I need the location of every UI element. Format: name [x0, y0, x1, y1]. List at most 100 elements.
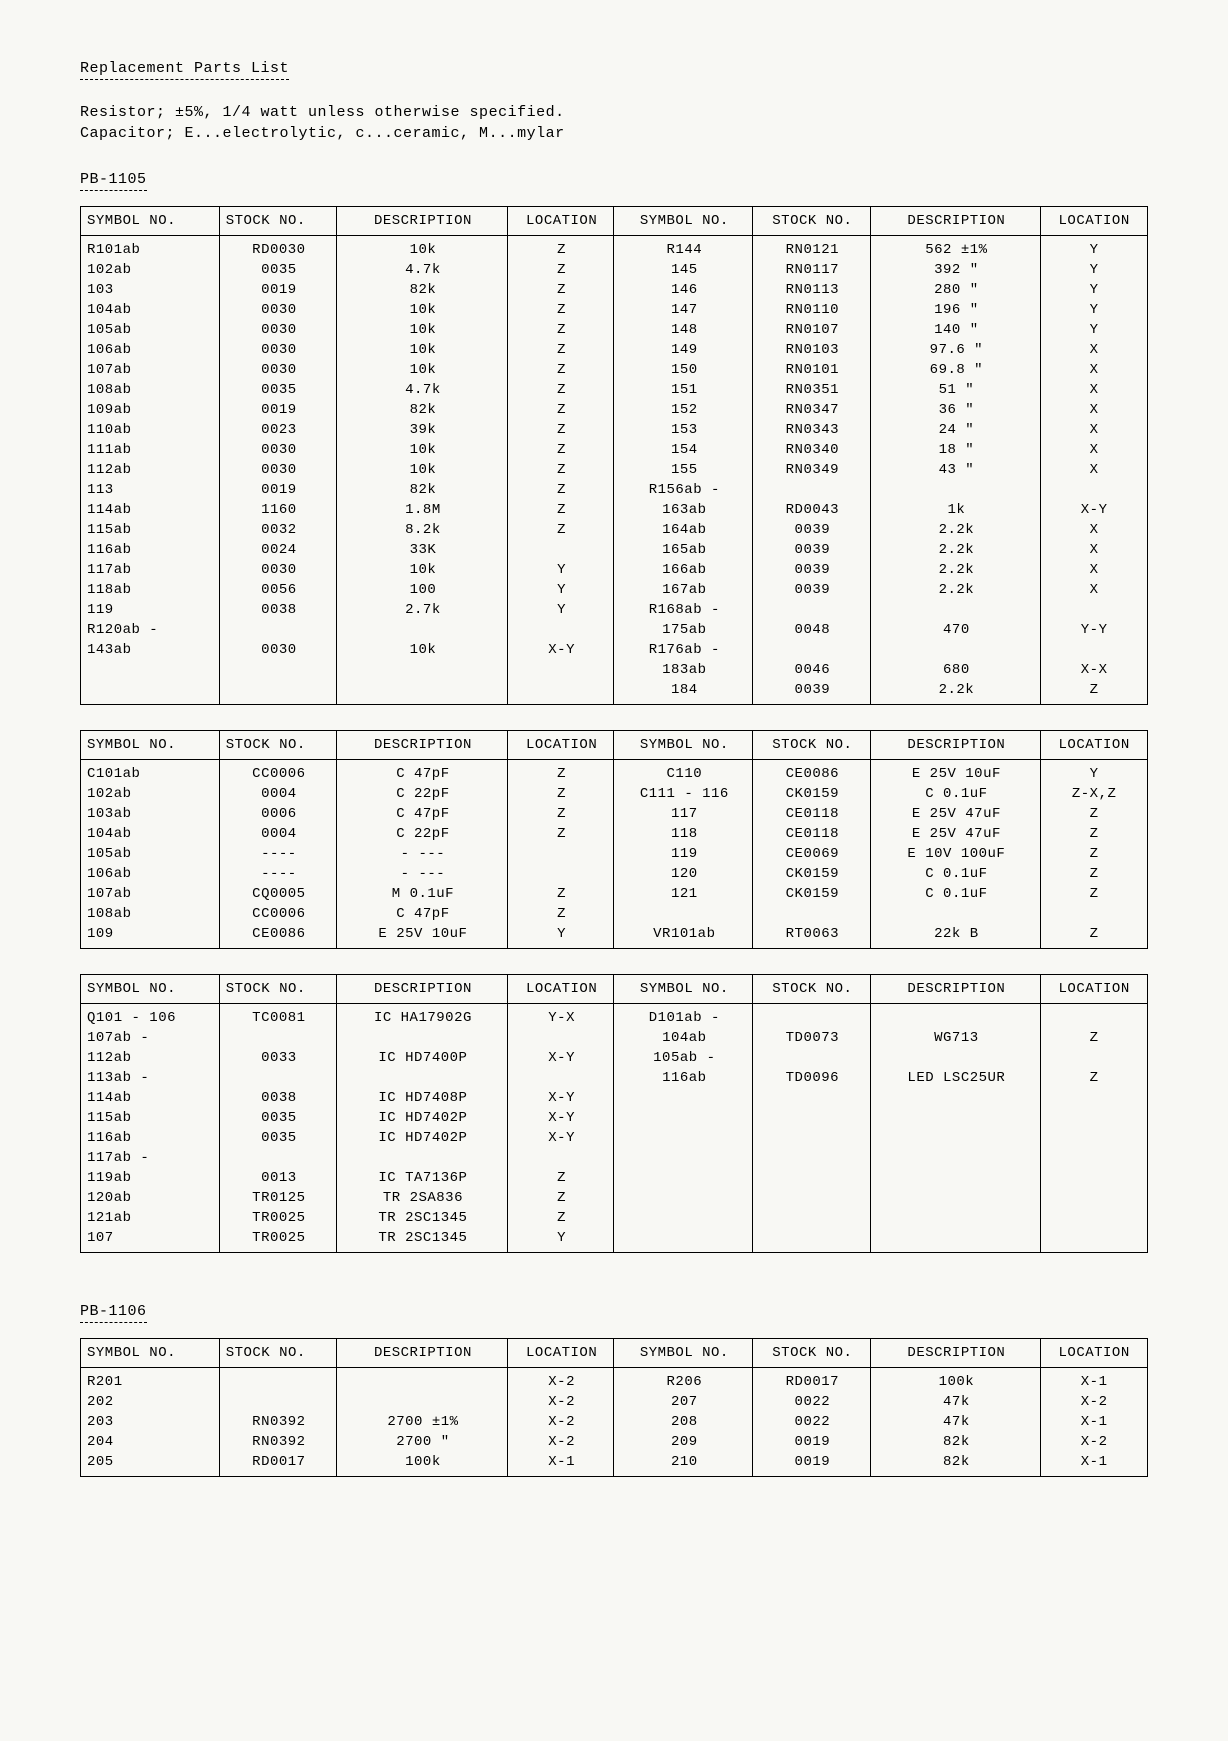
cell-desc: IC TA7136P — [337, 1168, 508, 1188]
cell-symbol — [614, 1108, 753, 1128]
cell-loc: Z — [507, 380, 614, 400]
cell-desc: C 0.1uF — [870, 864, 1041, 884]
table-row: C101abCC0006C 47pFZC110CE0086E 25V 10uFY — [81, 760, 1148, 785]
cell-loc: X-1 — [1041, 1412, 1148, 1432]
table-row: 202X-2207002247kX-2 — [81, 1392, 1148, 1412]
col-desc: DESCRIPTION — [337, 975, 508, 1004]
table-row: 107ab003010kZ150RN010169.8 "X — [81, 360, 1148, 380]
cell-loc: Y-X — [507, 1004, 614, 1029]
cell-desc: 4.7k — [337, 380, 508, 400]
cell-loc: Z — [507, 824, 614, 844]
cell-desc: C 47pF — [337, 904, 508, 924]
cell-loc: Z — [507, 260, 614, 280]
col-stock: STOCK NO. — [753, 975, 870, 1004]
cell-symbol — [614, 1188, 753, 1208]
table-row: 121abTR0025TR 2SC1345Z — [81, 1208, 1148, 1228]
cell-loc: X — [1041, 580, 1148, 600]
cell-stock: CE0086 — [219, 924, 336, 949]
cell-loc: X — [1041, 380, 1148, 400]
cell-stock: 0030 — [219, 460, 336, 480]
cell-desc: TR 2SC1345 — [337, 1228, 508, 1253]
cell-loc: Z — [507, 500, 614, 520]
cell-loc: Z — [507, 904, 614, 924]
cell-stock: RN0343 — [753, 420, 870, 440]
cell-desc: - --- — [337, 844, 508, 864]
cell-desc: 2.2k — [870, 560, 1041, 580]
cell-stock — [219, 660, 336, 680]
table-row: 117ab003010kY166ab00392.2kX — [81, 560, 1148, 580]
col-desc: DESCRIPTION — [337, 207, 508, 236]
cell-loc: Z — [507, 280, 614, 300]
cell-stock: 0006 — [219, 804, 336, 824]
col-symbol: SYMBOL NO. — [81, 975, 220, 1004]
cell-symbol: 111ab — [81, 440, 220, 460]
cell-stock: 0030 — [219, 640, 336, 660]
cell-stock: 0030 — [219, 360, 336, 380]
col-symbol: SYMBOL NO. — [614, 207, 753, 236]
cell-desc: E 25V 47uF — [870, 824, 1041, 844]
cell-desc: 100 — [337, 580, 508, 600]
cell-desc: 24 " — [870, 420, 1041, 440]
cell-desc — [870, 480, 1041, 500]
cell-loc — [1041, 1168, 1148, 1188]
col-loc: LOCATION — [507, 975, 614, 1004]
cell-loc: Y — [507, 1228, 614, 1253]
cell-symbol: C101ab — [81, 760, 220, 785]
cell-symbol: D101ab - — [614, 1004, 753, 1029]
cell-loc: X-X — [1041, 660, 1148, 680]
table-row: 103ab0006C 47pFZ117CE0118E 25V 47uFZ — [81, 804, 1148, 824]
cell-desc: 140 " — [870, 320, 1041, 340]
cell-desc — [870, 1128, 1041, 1148]
table-row: R101abRD003010kZR144RN0121562 ±1%Y — [81, 236, 1148, 261]
cell-symbol: 119ab — [81, 1168, 220, 1188]
cell-stock: RN0103 — [753, 340, 870, 360]
cell-stock: 0013 — [219, 1168, 336, 1188]
cell-stock — [219, 1392, 336, 1412]
cell-loc: Z — [1041, 924, 1148, 949]
cell-loc: Y-Y — [1041, 620, 1148, 640]
table-row: R201X-2R206RD0017100kX-1 — [81, 1368, 1148, 1393]
cell-loc: X — [1041, 400, 1148, 420]
cell-loc — [1041, 1228, 1148, 1253]
cell-symbol — [614, 1168, 753, 1188]
cell-stock: ---- — [219, 864, 336, 884]
cell-symbol: Q101 - 106 — [81, 1004, 220, 1029]
page-title: Replacement Parts List — [80, 60, 289, 80]
cell-symbol: 117ab - — [81, 1148, 220, 1168]
cell-stock: RN0349 — [753, 460, 870, 480]
cell-stock: CC0006 — [219, 760, 336, 785]
cell-stock: 0035 — [219, 380, 336, 400]
cell-desc: 1.8M — [337, 500, 508, 520]
cell-loc — [507, 1028, 614, 1048]
cell-symbol: 108ab — [81, 380, 220, 400]
cell-loc: X — [1041, 420, 1148, 440]
cell-symbol: 118ab — [81, 580, 220, 600]
cell-desc: 82k — [870, 1432, 1041, 1452]
cell-symbol: 165ab — [614, 540, 753, 560]
cell-desc: 69.8 " — [870, 360, 1041, 380]
table-row: 110ab002339kZ153RN034324 "X — [81, 420, 1148, 440]
cell-desc — [870, 1004, 1041, 1029]
cell-loc: Z — [507, 440, 614, 460]
cell-stock: RN0101 — [753, 360, 870, 380]
cell-loc — [507, 620, 614, 640]
cell-loc: X-1 — [1041, 1452, 1148, 1477]
table-row: 114ab0038IC HD7408PX-Y — [81, 1088, 1148, 1108]
col-desc: DESCRIPTION — [337, 1339, 508, 1368]
cell-symbol: 147 — [614, 300, 753, 320]
col-symbol: SYMBOL NO. — [614, 1339, 753, 1368]
cell-symbol: 115ab — [81, 1108, 220, 1128]
cell-desc: TR 2SC1345 — [337, 1208, 508, 1228]
cell-loc: Z — [1041, 884, 1148, 904]
cell-symbol: C111 - 116 — [614, 784, 753, 804]
cell-stock — [753, 1148, 870, 1168]
cell-stock — [753, 480, 870, 500]
cell-desc: 10k — [337, 440, 508, 460]
cell-symbol: 104ab — [81, 300, 220, 320]
cell-desc: 18 " — [870, 440, 1041, 460]
cell-desc: 36 " — [870, 400, 1041, 420]
cell-loc: X — [1041, 520, 1148, 540]
cell-loc: Y — [1041, 760, 1148, 785]
cell-symbol: 203 — [81, 1412, 220, 1432]
capacitor-table: SYMBOL NO. STOCK NO. DESCRIPTION LOCATIO… — [80, 730, 1148, 949]
